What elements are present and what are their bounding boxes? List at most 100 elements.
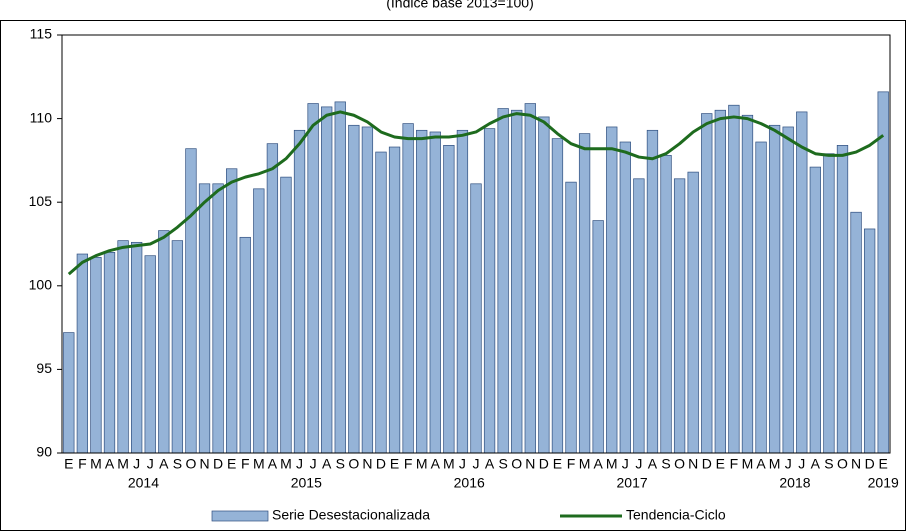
x-tick-label: S <box>173 456 182 472</box>
bar <box>782 126 794 454</box>
legend-swatch <box>211 510 269 522</box>
x-tick-label: M <box>90 456 102 472</box>
bar <box>863 228 876 454</box>
x-group-label: 2014 <box>128 475 159 491</box>
bar <box>226 168 238 454</box>
bar <box>796 111 808 454</box>
x-tick-label: J <box>147 456 154 472</box>
bar <box>280 176 292 454</box>
x-tick-label: A <box>485 456 495 472</box>
x-tick-label: M <box>253 456 265 472</box>
bar <box>850 211 862 454</box>
x-tick-label: J <box>459 456 466 472</box>
x-tick-label: M <box>117 456 129 472</box>
x-tick-label: A <box>756 456 766 472</box>
bar <box>565 181 577 454</box>
bar <box>402 123 414 454</box>
x-group-label: 2016 <box>454 475 485 491</box>
bar <box>511 109 523 454</box>
x-tick-label: N <box>362 456 372 472</box>
bar <box>701 113 713 454</box>
x-tick-label: N <box>525 456 535 472</box>
bar <box>646 129 659 454</box>
x-tick-label: M <box>769 456 781 472</box>
bar <box>578 133 591 454</box>
bar <box>321 106 333 454</box>
bar <box>660 155 672 454</box>
bar <box>63 332 75 454</box>
bar <box>755 141 767 454</box>
x-tick-label: O <box>837 456 848 472</box>
x-tick-label: N <box>199 456 209 472</box>
x-tick-label: D <box>702 456 712 472</box>
x-tick-label: M <box>280 456 292 472</box>
x-tick-label: F <box>567 456 576 472</box>
bar <box>728 104 740 454</box>
x-tick-label: A <box>105 456 115 472</box>
x-tick-label: F <box>241 456 250 472</box>
x-tick-label: J <box>310 456 317 472</box>
x-tick-label: D <box>539 456 549 472</box>
bar <box>171 240 184 454</box>
bar <box>443 145 455 454</box>
bar <box>253 188 265 454</box>
y-tick-label: 110 <box>30 109 53 125</box>
bar <box>117 240 129 454</box>
x-tick-label: S <box>824 456 833 472</box>
x-tick-label: A <box>322 456 332 472</box>
x-tick-label: O <box>674 456 685 472</box>
bar <box>429 131 441 454</box>
bar <box>836 145 849 454</box>
bar <box>416 129 428 454</box>
bar <box>198 183 211 454</box>
x-tick-label: M <box>443 456 455 472</box>
bar <box>361 126 374 454</box>
bar <box>348 124 360 454</box>
x-tick-label: J <box>785 456 792 472</box>
x-group-label: 2019 <box>868 475 899 491</box>
x-group-label: 2017 <box>617 475 648 491</box>
bar <box>307 103 319 454</box>
x-tick-label: F <box>78 456 87 472</box>
x-tick-label: J <box>133 456 140 472</box>
x-tick-label: J <box>798 456 805 472</box>
bar <box>144 255 156 454</box>
bar <box>741 114 754 454</box>
y-tick-label: 95 <box>36 360 52 376</box>
x-tick-label: M <box>579 456 591 472</box>
x-tick-label: A <box>159 456 169 472</box>
plot-frame <box>61 34 891 454</box>
bar <box>76 253 89 454</box>
x-tick-label: M <box>416 456 428 472</box>
x-tick-label: E <box>879 456 888 472</box>
bar <box>293 129 306 454</box>
bar <box>714 109 726 454</box>
bar <box>103 252 116 454</box>
x-tick-label: J <box>622 456 629 472</box>
bar <box>212 183 224 454</box>
x-tick-label: A <box>811 456 821 472</box>
bar <box>334 101 346 454</box>
bar <box>768 124 781 454</box>
bar <box>551 138 564 454</box>
bar <box>158 230 170 454</box>
x-tick-label: S <box>336 456 345 472</box>
bar <box>90 257 102 454</box>
bar <box>266 143 279 454</box>
x-tick-label: J <box>473 456 480 472</box>
x-tick-label: N <box>688 456 698 472</box>
x-tick-label: D <box>213 456 223 472</box>
bar <box>687 171 699 454</box>
bar <box>131 241 143 454</box>
bar <box>877 91 889 454</box>
bar <box>375 151 387 454</box>
y-tick-label: 100 <box>29 277 53 293</box>
x-tick-label: E <box>553 456 562 472</box>
x-tick-label: F <box>404 456 413 472</box>
y-tick-label: 115 <box>30 26 53 42</box>
bar <box>185 148 197 454</box>
bar <box>483 128 496 454</box>
bar <box>592 220 604 454</box>
x-tick-label: O <box>511 456 522 472</box>
